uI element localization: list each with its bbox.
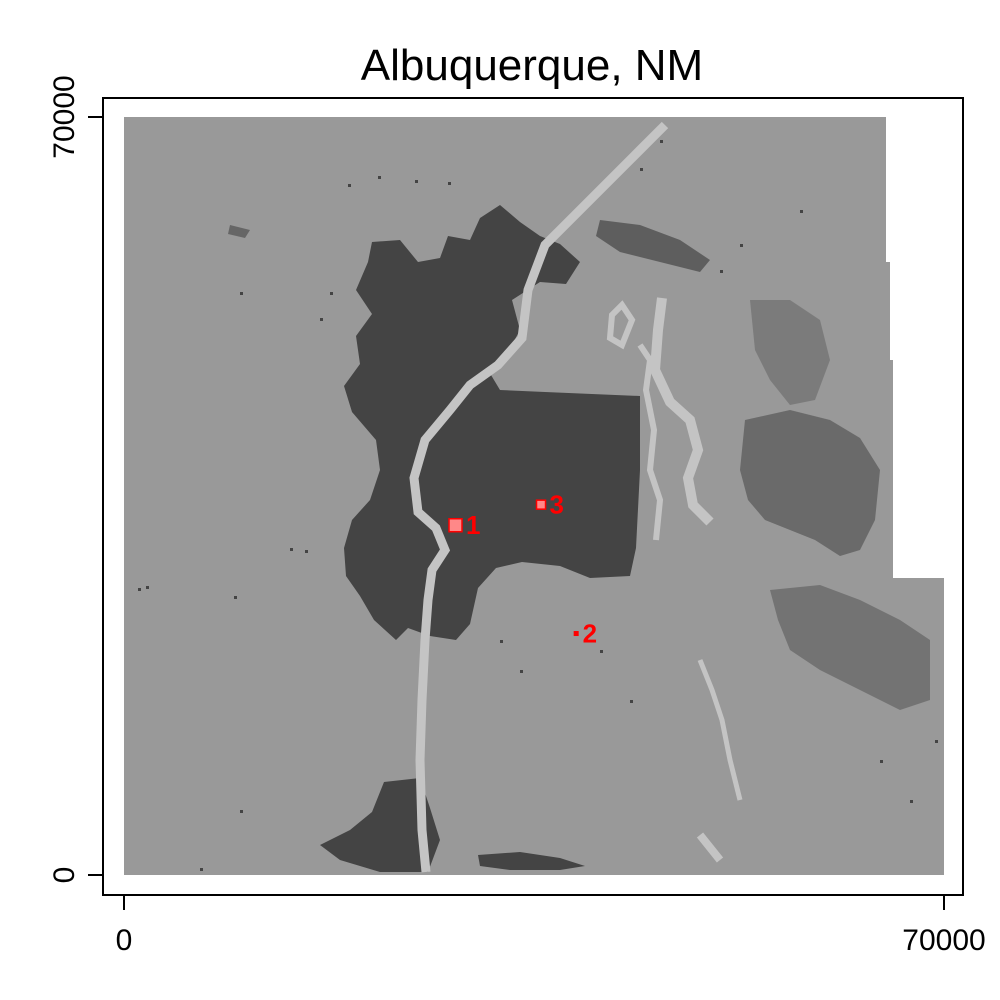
x-tick-label-0: 0 [116, 924, 133, 957]
points-layer: 1 2 3 [448, 490, 597, 649]
urban-speckle [138, 140, 938, 871]
point-marker-2 [573, 631, 579, 637]
y-tick-label-0: 0 [48, 867, 81, 884]
point-marker-1 [448, 517, 463, 533]
map-title: Albuquerque, NM [361, 41, 703, 90]
point-marker-3 [535, 499, 547, 510]
point-label-2: 2 [583, 619, 597, 649]
point-label-3: 3 [550, 490, 564, 520]
urban-area [228, 205, 930, 872]
x-axis [123, 894, 945, 910]
y-axis [88, 116, 104, 876]
point-label-1: 1 [466, 510, 480, 540]
river-features [409, 121, 743, 873]
y-tick-label-1: 70000 [48, 75, 81, 158]
x-tick-label-1: 70000 [902, 924, 985, 957]
